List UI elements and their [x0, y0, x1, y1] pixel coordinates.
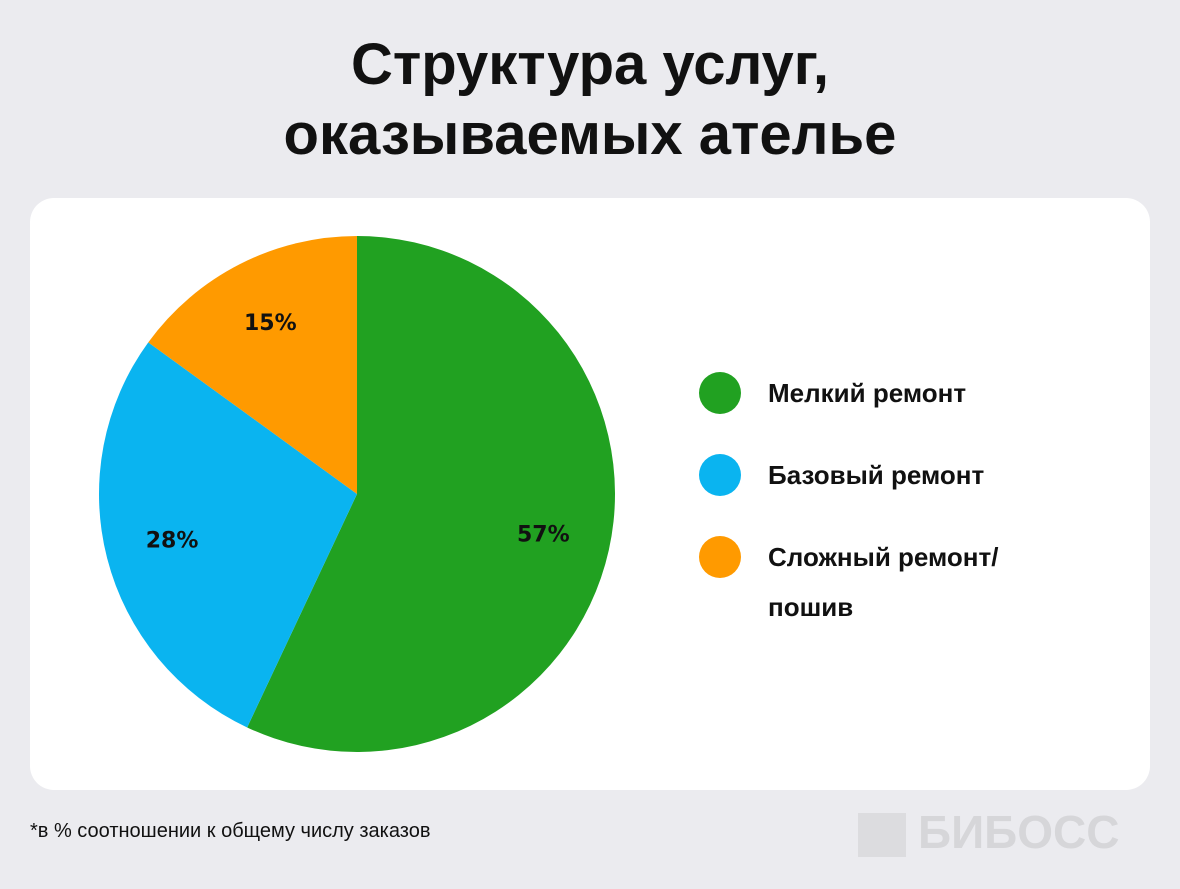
data-label: 28%	[146, 528, 199, 553]
legend-label: Базовый ремонт	[768, 460, 985, 490]
data-label: 15%	[244, 311, 297, 336]
logo: БИБОСС	[918, 806, 1120, 858]
pie-slice	[148, 236, 357, 494]
footnote: *в % соотношении к общему числу заказов	[30, 820, 431, 842]
chart-title: Структура услуг, оказываемых ателье	[283, 32, 897, 167]
pie-slice	[247, 236, 616, 752]
data-label: 57%	[517, 523, 570, 548]
pie-slice	[98, 342, 357, 728]
legend-label: Сложный ремонт/ пошив	[768, 542, 999, 622]
logo-icon	[858, 813, 906, 857]
legend-marker	[699, 454, 741, 496]
legend-label: Мелкий ремонт	[768, 378, 967, 408]
legend-marker	[699, 372, 741, 414]
legend-marker	[699, 536, 741, 578]
